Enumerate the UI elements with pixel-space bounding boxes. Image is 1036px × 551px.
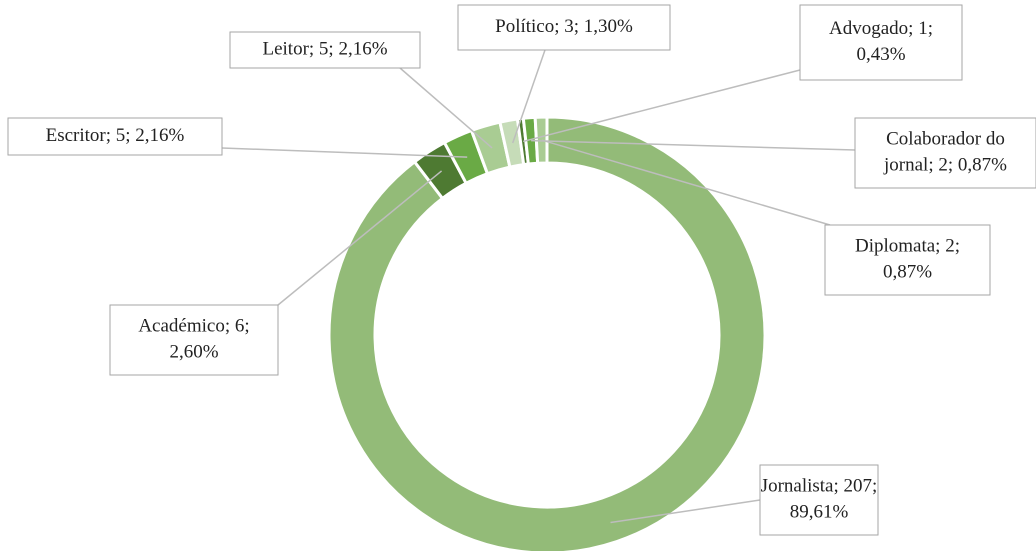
leader-line xyxy=(610,499,761,524)
data-label: 0,87% xyxy=(883,261,932,282)
data-label: 89,61% xyxy=(790,501,849,522)
leader-line xyxy=(531,139,856,151)
donut-slice xyxy=(327,115,767,551)
data-label: Político; 3; 1,30% xyxy=(495,16,633,37)
label-box xyxy=(854,117,1036,189)
label-box xyxy=(824,224,991,296)
data-label: Jornalista; 207; xyxy=(761,475,878,496)
leader-line xyxy=(221,147,468,158)
leader-line xyxy=(511,49,546,144)
data-label: Colaborador do xyxy=(886,128,1005,149)
data-label: Leitor; 5; 2,16% xyxy=(262,38,387,59)
data-label: 0,43% xyxy=(856,44,905,65)
data-label: Advogado; 1; xyxy=(829,18,933,39)
data-label: 2,60% xyxy=(169,341,218,362)
donut-slice xyxy=(533,115,549,165)
data-label: jornal; 2; 0,87% xyxy=(883,154,1007,175)
data-label: Académico; 6; xyxy=(138,315,249,336)
label-box xyxy=(109,304,279,376)
leader-line xyxy=(523,69,801,143)
label-box xyxy=(457,4,671,51)
leader-line xyxy=(277,170,443,306)
label-box xyxy=(799,4,963,81)
leader-line xyxy=(399,67,493,149)
data-label: Escritor; 5; 2,16% xyxy=(46,125,185,146)
data-label: Diplomata; 2; xyxy=(855,235,960,256)
label-box xyxy=(759,464,879,536)
leader-line xyxy=(541,139,831,226)
label-box xyxy=(7,117,223,156)
label-box xyxy=(229,31,421,69)
